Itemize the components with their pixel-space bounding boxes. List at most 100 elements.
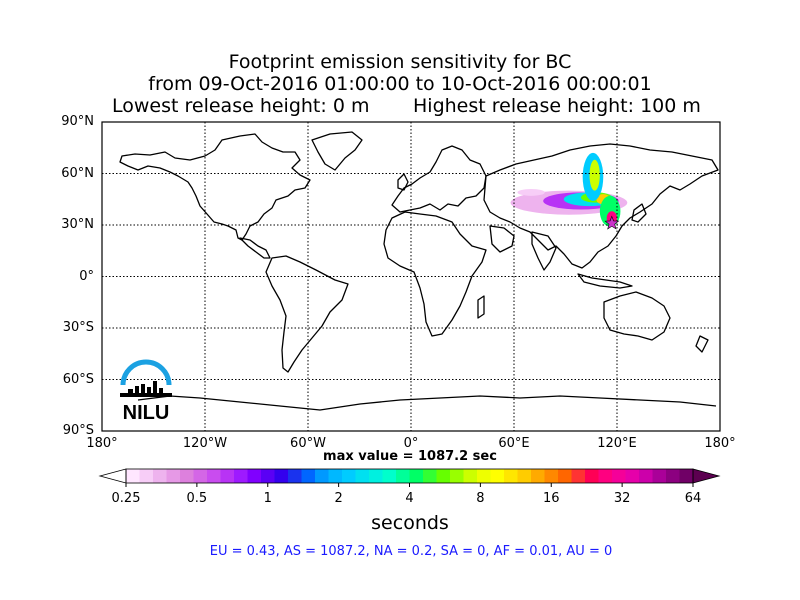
map-border [101, 121, 721, 432]
longitude-tick-label: 60°W [290, 436, 326, 451]
colorbar-cell [409, 469, 424, 483]
colorbar-cell [517, 469, 532, 483]
coast-central-america [239, 237, 271, 259]
colorbar-cell [625, 469, 640, 483]
colorbar-cell [153, 469, 167, 483]
colorbar-cell [234, 469, 248, 483]
coast-india [531, 231, 557, 271]
coast-arabia [489, 225, 515, 253]
colorbar-cell [166, 469, 181, 483]
latitude-tick-label: 90°S [62, 423, 94, 438]
longitude-tick-label: 120°E [597, 436, 637, 451]
release-star-icon [604, 215, 620, 230]
colorbar-cell [423, 469, 437, 483]
colorbar-cell [355, 469, 370, 483]
longitude-tick-label: 60°E [498, 436, 530, 451]
coast-greenland [311, 131, 363, 171]
latitude-tick-label: 90°N [61, 114, 94, 129]
logo-text: NILU [123, 402, 170, 423]
coast-antarctica [137, 395, 717, 411]
colorbar-cell [220, 469, 235, 483]
gridlines [102, 122, 720, 431]
coast-indonesia [577, 273, 633, 289]
colorbar-tick-label: 0.5 [186, 491, 208, 506]
lowest-release-height: Lowest release height: 0 m [112, 95, 370, 117]
colorbar-cell [571, 469, 586, 483]
colorbar-cell [126, 469, 140, 483]
colorbar-cells [126, 469, 694, 483]
colorbar-cell [585, 469, 599, 483]
colorbar-cell [139, 469, 154, 483]
longitude-tick-label: 0° [403, 436, 419, 451]
colorbar-cell [531, 469, 545, 483]
colorbar-cell [666, 469, 680, 483]
colorbar-cell [450, 469, 464, 483]
colorbar-cell [274, 469, 289, 483]
longitude-tick-label: 180° [86, 436, 118, 451]
highest-release-height: Highest release height: 100 m [413, 95, 701, 117]
colorbar-tick-label: 64 [684, 491, 702, 506]
colorbar-cell [382, 469, 397, 483]
coastlines [119, 131, 719, 411]
plot-title-line1: Footprint emission sensitivity for BC [228, 51, 572, 73]
colorbar-tick-label: 4 [405, 491, 414, 506]
colorbar-tick-marks [125, 483, 694, 487]
colorbar-cell [490, 469, 505, 483]
coast-madagascar [477, 295, 485, 319]
colorbar-cell [477, 469, 491, 483]
colorbar-cell [652, 469, 667, 483]
max-value-label: max value = 1087.2 sec [323, 449, 497, 464]
coast-africa [383, 211, 487, 337]
colorbar-cell [369, 469, 383, 483]
latitude-tick-label: 60°N [61, 165, 94, 181]
colorbar-tick-label: 8 [476, 491, 485, 506]
colorbar-cell [288, 469, 302, 483]
colorbar-cell [261, 469, 275, 483]
colorbar-tick-label: 32 [613, 491, 631, 506]
coast-new-zealand [695, 335, 709, 353]
colorbar-cell [679, 469, 694, 483]
latitude-tick-label: 30°N [61, 217, 94, 232]
colorbar-outline [125, 468, 694, 484]
colorbar-cell [598, 469, 613, 483]
colorbar-cell [180, 469, 194, 483]
latitude-tick-label: 0° [79, 268, 94, 284]
coast-asia [483, 143, 719, 269]
colorbar-label: seconds [371, 512, 449, 534]
region-stats: EU = 0.43, AS = 1087.2, NA = 0.2, SA = 0… [209, 544, 613, 559]
footprint-blob [517, 188, 545, 196]
footprint-layer [510, 152, 628, 227]
coast-north-america [119, 133, 311, 241]
plot-title-line2: from 09-Oct-2016 01:00:00 to 10-Oct-2016… [148, 73, 652, 95]
colorbar-cell [504, 469, 518, 483]
colorbar-cell [396, 469, 410, 483]
latitude-tick-label: 30°S [62, 320, 94, 335]
colorbar-cell [436, 469, 451, 483]
colorbar-tick-label: 0.25 [111, 491, 141, 506]
colorbar-cell [247, 469, 262, 483]
longitude-tick-label: 120°W [182, 436, 228, 451]
footprint-blob [589, 159, 600, 191]
colorbar-cell [315, 469, 329, 483]
world-map [101, 121, 721, 432]
coast-south-america [265, 255, 349, 373]
coast-australia [603, 291, 671, 341]
colorbar-cell [342, 469, 356, 483]
colorbar-extend-low [98, 468, 127, 484]
colorbar-cell [301, 469, 316, 483]
colorbar-cell [463, 469, 478, 483]
colorbar-tick-label: 1 [263, 491, 272, 506]
release-point-star [604, 215, 620, 230]
colorbar-cell [558, 469, 572, 483]
colorbar-extend-high [692, 468, 721, 484]
colorbar-tick-label: 2 [334, 491, 343, 506]
colorbar-cell [328, 469, 343, 483]
latitude-tick-label: 60°S [62, 371, 94, 387]
colorbar-cell [639, 469, 653, 483]
colorbar-cell [544, 469, 559, 483]
colorbar-cell [612, 469, 626, 483]
longitude-tick-label: 180° [704, 436, 736, 451]
coast-uk [397, 173, 409, 191]
colorbar-cell [207, 469, 221, 483]
nilu-logo-icon: NILU [120, 359, 172, 423]
